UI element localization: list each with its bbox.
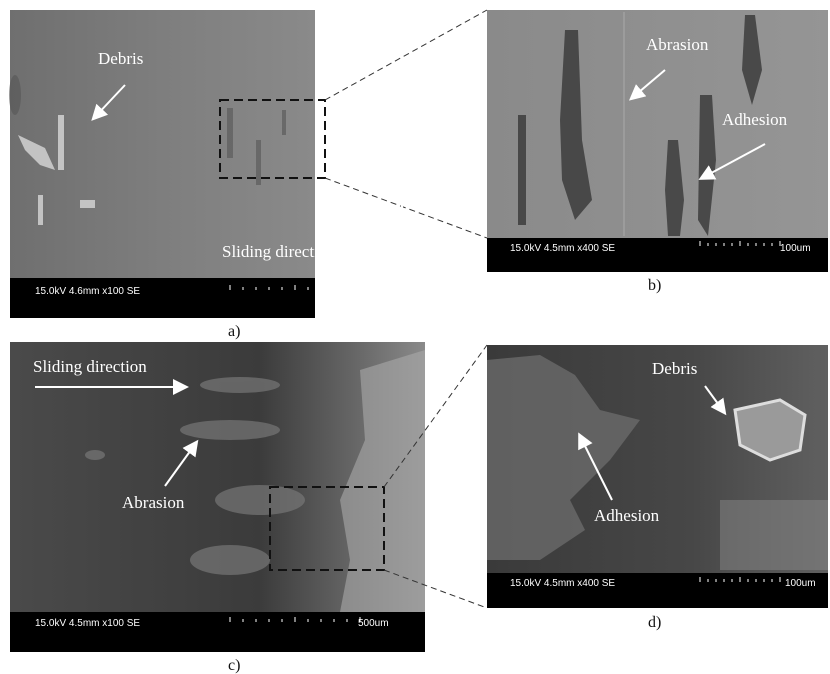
panel-c: Sliding direction Abrasion 15.0kV 4.5mm … xyxy=(10,342,487,674)
scale-length: 500um xyxy=(358,286,389,297)
panel-a: Debris Sliding direction 15.0kV 4.6mm x1… xyxy=(9,10,487,340)
annotation: Abrasion xyxy=(646,35,709,54)
annotation: Sliding direction xyxy=(222,242,336,261)
panel-label: a) xyxy=(228,323,240,340)
micrograph xyxy=(10,10,315,278)
scale-length: 100um xyxy=(785,578,816,589)
annotation: Sliding direction xyxy=(33,357,147,376)
panel-label: c) xyxy=(228,657,240,674)
scale-length: 100um xyxy=(780,243,811,254)
scale-info: 15.0kV 4.5mm x400 SE xyxy=(510,578,615,589)
annotation: Debris xyxy=(98,49,143,68)
figure: Debris Sliding direction 15.0kV 4.6mm x1… xyxy=(0,0,830,674)
panel-d: Debris Adhesion 15.0kV 4.5mm x400 SE 100… xyxy=(487,345,828,631)
annotation: Adhesion xyxy=(722,110,788,129)
annotation: Abrasion xyxy=(122,493,185,512)
scale-length: 500um xyxy=(358,618,389,629)
panel-label: b) xyxy=(648,277,661,294)
annotation: Debris xyxy=(652,359,697,378)
panel-label: d) xyxy=(648,614,661,631)
scale-info: 15.0kV 4.5mm x400 SE xyxy=(510,243,615,254)
panel-b: Abrasion Adhesion 15.0kV 4.5mm x400 SE 1… xyxy=(487,10,828,294)
scale-info: 15.0kV 4.5mm x100 SE xyxy=(35,618,140,629)
scale-info: 15.0kV 4.6mm x100 SE xyxy=(35,286,140,297)
annotation: Adhesion xyxy=(594,506,660,525)
